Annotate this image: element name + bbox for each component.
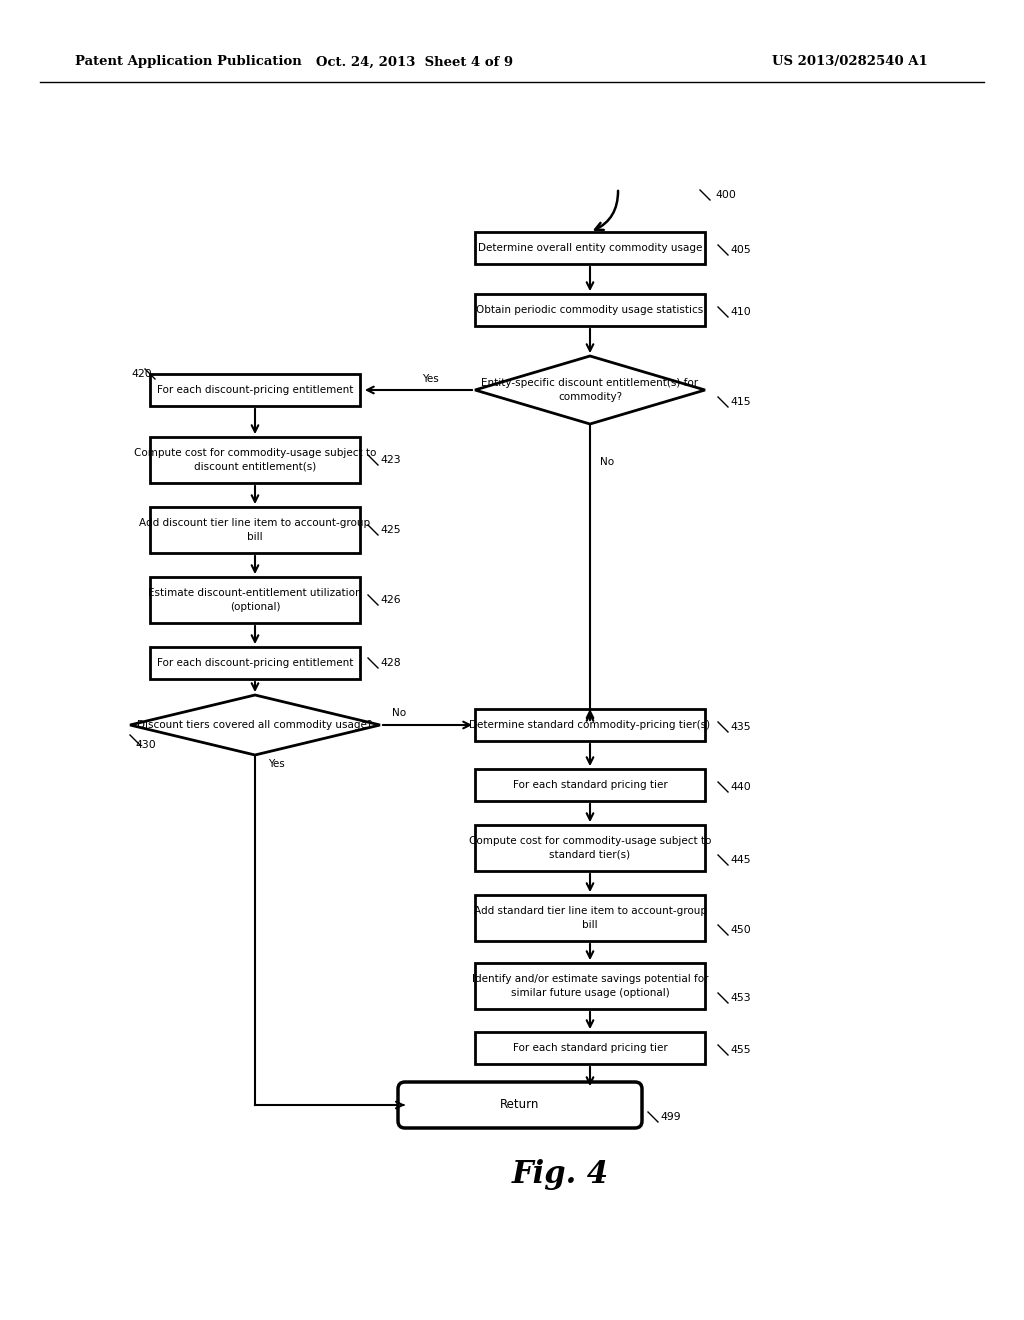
Text: For each discount-pricing entitlement: For each discount-pricing entitlement [157, 657, 353, 668]
Text: Determine standard commodity-pricing tier(s): Determine standard commodity-pricing tie… [469, 719, 711, 730]
Text: Add discount tier line item to account-group
bill: Add discount tier line item to account-g… [139, 519, 371, 541]
Text: Patent Application Publication: Patent Application Publication [75, 55, 302, 69]
FancyBboxPatch shape [150, 507, 360, 553]
FancyBboxPatch shape [475, 825, 705, 871]
Text: 425: 425 [380, 525, 400, 535]
Text: Yes: Yes [422, 374, 438, 384]
Text: For each standard pricing tier: For each standard pricing tier [513, 780, 668, 789]
Text: Determine overall entity commodity usage: Determine overall entity commodity usage [478, 243, 702, 253]
Text: US 2013/0282540 A1: US 2013/0282540 A1 [772, 55, 928, 69]
FancyBboxPatch shape [475, 1032, 705, 1064]
FancyBboxPatch shape [475, 770, 705, 801]
Text: Oct. 24, 2013  Sheet 4 of 9: Oct. 24, 2013 Sheet 4 of 9 [316, 55, 514, 69]
Text: Obtain periodic commodity usage statistics: Obtain periodic commodity usage statisti… [476, 305, 703, 315]
FancyBboxPatch shape [150, 577, 360, 623]
Text: Add standard tier line item to account-group
bill: Add standard tier line item to account-g… [473, 907, 707, 929]
Text: 440: 440 [730, 781, 751, 792]
Polygon shape [130, 696, 380, 755]
Text: 450: 450 [730, 925, 751, 935]
FancyBboxPatch shape [475, 294, 705, 326]
FancyBboxPatch shape [150, 437, 360, 483]
Text: 410: 410 [730, 308, 751, 317]
Text: 445: 445 [730, 855, 751, 865]
Text: Entity-specific discount entitlement(s) for
commodity?: Entity-specific discount entitlement(s) … [481, 379, 698, 401]
Text: Identify and/or estimate savings potential for
similar future usage (optional): Identify and/or estimate savings potenti… [472, 974, 709, 998]
Text: 423: 423 [380, 455, 400, 465]
Text: Fig. 4: Fig. 4 [511, 1159, 608, 1191]
Text: Compute cost for commodity-usage subject to
discount entitlement(s): Compute cost for commodity-usage subject… [134, 449, 376, 471]
Text: 426: 426 [380, 595, 400, 605]
Text: Discount tiers covered all commodity usage?: Discount tiers covered all commodity usa… [137, 719, 373, 730]
Text: 428: 428 [380, 657, 400, 668]
Text: Return: Return [501, 1098, 540, 1111]
FancyBboxPatch shape [475, 709, 705, 741]
FancyBboxPatch shape [150, 374, 360, 407]
Text: 455: 455 [730, 1045, 751, 1055]
Text: 453: 453 [730, 993, 751, 1003]
Text: For each discount-pricing entitlement: For each discount-pricing entitlement [157, 385, 353, 395]
Text: 499: 499 [660, 1111, 681, 1122]
Polygon shape [475, 356, 705, 424]
Text: 405: 405 [730, 246, 751, 255]
FancyBboxPatch shape [475, 895, 705, 941]
FancyBboxPatch shape [398, 1082, 642, 1129]
Text: Compute cost for commodity-usage subject to
standard tier(s): Compute cost for commodity-usage subject… [469, 837, 712, 859]
Text: Yes: Yes [268, 759, 285, 770]
Text: Estimate discount-entitlement utilization
(optional): Estimate discount-entitlement utilizatio… [148, 589, 361, 611]
FancyBboxPatch shape [475, 964, 705, 1008]
Text: 415: 415 [730, 397, 751, 407]
Text: 420: 420 [131, 370, 152, 379]
Text: No: No [392, 708, 407, 718]
Text: No: No [600, 457, 614, 467]
Text: 430: 430 [135, 741, 156, 750]
FancyBboxPatch shape [150, 647, 360, 678]
Text: For each standard pricing tier: For each standard pricing tier [513, 1043, 668, 1053]
FancyBboxPatch shape [475, 232, 705, 264]
Text: 400: 400 [715, 190, 736, 201]
Text: 435: 435 [730, 722, 751, 733]
